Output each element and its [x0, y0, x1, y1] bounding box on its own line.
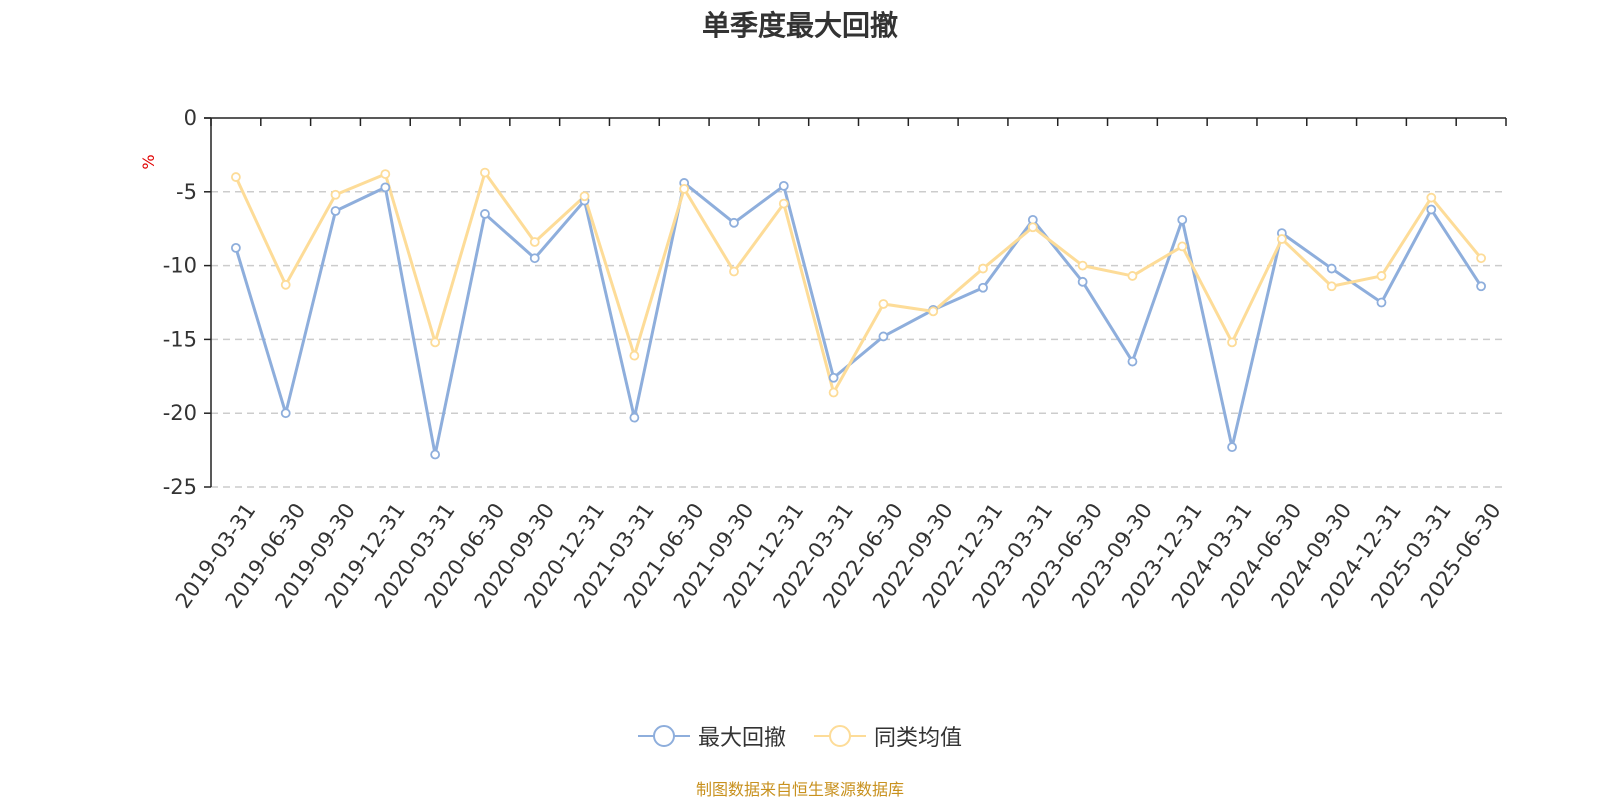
y-tick-label: -5 [176, 180, 197, 204]
data-point-series-2 [231, 172, 241, 182]
data-point-series-2 [928, 306, 939, 317]
data-point-series-1 [729, 217, 739, 228]
data-point-series-1 [1127, 356, 1138, 367]
data-point-series-1 [629, 412, 640, 423]
data-point-series-1 [778, 180, 789, 191]
legend-label-series-2: 同类均值 [874, 726, 963, 751]
data-point-series-2 [1476, 253, 1486, 264]
data-point-series-1 [828, 372, 839, 383]
data-point-series-1 [878, 331, 889, 342]
data-point-series-1 [330, 206, 341, 216]
data-point-series-1 [380, 182, 391, 193]
data-point-series-1 [1227, 442, 1237, 453]
data-point-series-2 [1376, 271, 1387, 281]
data-point-series-2 [629, 350, 640, 361]
data-point-series-2 [1227, 337, 1237, 348]
data-point-series-2 [1127, 271, 1138, 281]
data-point-series-1 [1326, 263, 1337, 274]
data-point-series-2 [1027, 222, 1038, 233]
series-line-1 [234, 181, 1483, 457]
data-point-series-1 [430, 449, 441, 460]
data-point-series-1 [231, 242, 241, 253]
data-point-series-2 [828, 387, 839, 398]
data-points [231, 167, 1486, 460]
data-point-series-1 [1177, 214, 1188, 225]
data-point-series-2 [1426, 192, 1437, 203]
legend-item-series-2[interactable]: 同类均值 [814, 720, 962, 752]
data-point-series-2 [1276, 234, 1287, 244]
y-tick-label: -25 [163, 475, 197, 499]
data-point-series-2 [1077, 260, 1088, 271]
data-point-series-2 [579, 191, 590, 202]
data-point-series-2 [330, 189, 341, 200]
legend-swatch-series-2 [814, 725, 866, 747]
y-tick-label: 0 [184, 106, 197, 130]
series-line-2 [234, 171, 1483, 395]
data-point-series-2 [778, 198, 789, 209]
legend-swatch-series-1 [637, 725, 690, 747]
data-point-series-2 [878, 299, 889, 309]
data-point-series-2 [1177, 241, 1188, 252]
legend-item-series-1[interactable]: 最大回撤 [637, 720, 786, 752]
data-point-series-1 [1476, 281, 1486, 292]
data-point-series-2 [529, 237, 540, 247]
legend-label-series-1: 最大回撤 [697, 726, 786, 751]
data-point-series-1 [529, 253, 540, 264]
data-point-series-2 [430, 337, 441, 348]
data-point-series-1 [280, 408, 291, 419]
source-note: 制图数据来自恒生聚源数据库 [695, 780, 904, 799]
data-point-series-2 [679, 183, 690, 194]
data-point-series-1 [1376, 297, 1387, 308]
data-point-series-2 [380, 169, 391, 179]
y-tick-label: -10 [163, 254, 197, 278]
data-point-series-1 [978, 282, 988, 293]
chart-title: 单季度最大回撤 [701, 9, 898, 42]
legend: 最大回撤 同类均值 [0, 720, 1600, 752]
data-point-series-2 [729, 266, 739, 277]
data-point-series-2 [978, 263, 988, 274]
grid-lines [211, 191, 1506, 488]
data-point-series-2 [480, 167, 490, 178]
data-point-series-2 [280, 279, 291, 290]
data-point-series-2 [1326, 281, 1337, 292]
data-point-series-1 [480, 209, 490, 219]
data-point-series-1 [1426, 204, 1437, 215]
y-axis-unit-label: % [139, 154, 158, 169]
y-tick-label: -15 [163, 327, 197, 351]
data-point-series-1 [1077, 276, 1088, 287]
y-tick-label: -20 [163, 401, 197, 425]
series-lines [234, 171, 1483, 457]
